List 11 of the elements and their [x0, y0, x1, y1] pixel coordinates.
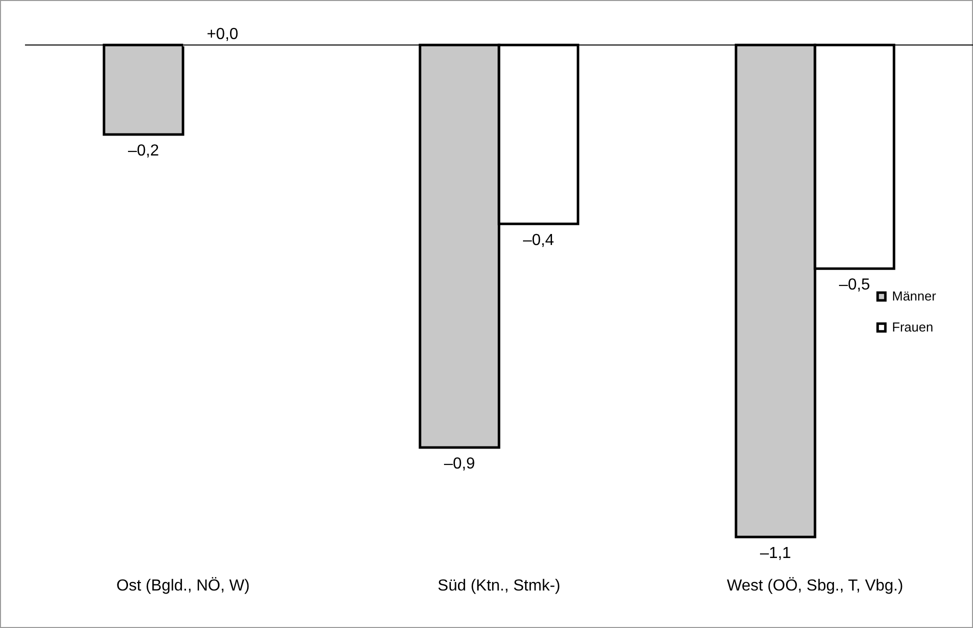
- data-label: –0,2: [128, 142, 160, 160]
- legend-label: Frauen: [892, 320, 934, 334]
- x-tick-label: West (OÖ, Sbg., T, Vbg.): [726, 576, 904, 594]
- data-label: –0,5: [838, 276, 870, 294]
- data-label: –0,9: [444, 456, 476, 473]
- x-tick-label: Ost (Bgld., NÖ, W): [116, 576, 250, 594]
- data-label: +0,0: [206, 26, 238, 43]
- data-label: –0,4: [522, 232, 554, 249]
- data-label: –1,1: [760, 545, 792, 562]
- x-tick-label: Süd (Ktn., Stmk-): [438, 578, 560, 594]
- legend-label: Männer: [892, 288, 937, 304]
